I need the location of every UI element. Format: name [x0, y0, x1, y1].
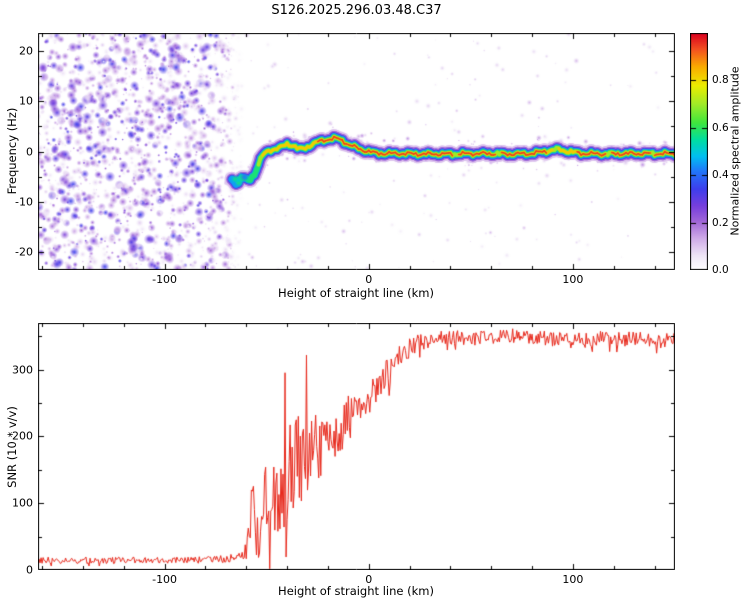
- tick-label: 0: [26, 145, 33, 158]
- spectrogram-x-axis-label: Height of straight line (km): [278, 286, 434, 300]
- tick-label: 20: [19, 44, 33, 58]
- snr-y-axis-label: SNR (10 * v/v): [5, 406, 19, 488]
- tick-label: 100: [562, 273, 584, 286]
- snr-x-axis-label: Height of straight line (km): [278, 584, 434, 598]
- colorbar-label: Normalized spectral amplitude: [728, 66, 742, 236]
- tick-label: -10: [15, 195, 33, 209]
- figure-title: S126.2025.296.03.48.C37: [271, 3, 442, 18]
- tick-label: 0.2: [712, 216, 729, 229]
- colorbar: [690, 33, 708, 270]
- spectrogram-plot: [38, 33, 675, 270]
- tick-label: 0.6: [712, 121, 729, 134]
- tick-label: 0.0: [712, 264, 729, 276]
- tick-label: 200: [12, 429, 33, 443]
- tick-label: 100: [562, 573, 584, 586]
- tick-label: -100: [152, 273, 178, 286]
- tick-label: 0.4: [712, 169, 729, 182]
- tick-label: 0: [26, 563, 33, 577]
- spectrogram-y-axis-label: Frequency (Hz): [5, 107, 19, 195]
- snr-plot: [38, 323, 675, 570]
- tick-label: -100: [152, 573, 178, 586]
- tick-label: -20: [15, 245, 33, 259]
- tick-label: 0: [365, 273, 373, 286]
- tick-label: 10: [19, 94, 33, 108]
- tick-label: 100: [12, 496, 33, 510]
- tick-label: 0: [365, 573, 373, 586]
- tick-label: 0.8: [712, 74, 729, 87]
- tick-label: 300: [12, 363, 33, 377]
